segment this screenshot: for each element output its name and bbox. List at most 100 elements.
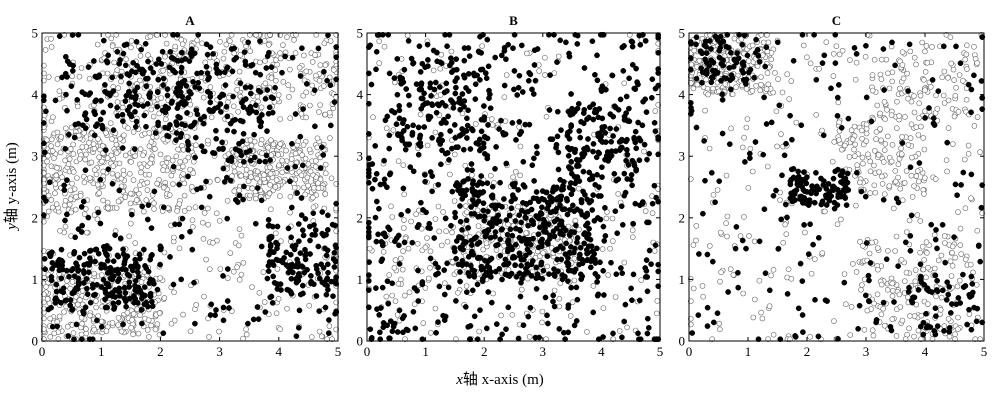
open-point [848, 333, 853, 338]
open-point [606, 273, 611, 278]
open-point [268, 207, 273, 212]
open-point [323, 63, 328, 68]
panel-title-A: A [185, 13, 195, 28]
filled-point [624, 94, 629, 99]
open-point [946, 126, 951, 131]
filled-point [115, 49, 120, 54]
filled-point [501, 262, 506, 267]
filled-point [108, 91, 113, 96]
filled-point [308, 251, 313, 256]
open-point [831, 319, 836, 324]
open-point [771, 267, 776, 272]
open-point [449, 49, 454, 54]
filled-point [131, 60, 136, 65]
open-point [958, 243, 963, 248]
filled-point [512, 181, 517, 186]
filled-point [228, 178, 233, 183]
open-point [914, 62, 919, 67]
open-point [725, 234, 730, 239]
open-point [116, 323, 121, 328]
open-point [395, 313, 400, 318]
filled-point [704, 44, 709, 49]
filled-point [528, 200, 533, 205]
filled-point [454, 57, 459, 62]
filled-point [81, 268, 86, 273]
filled-point [593, 182, 598, 187]
filled-point [529, 273, 534, 278]
filled-point [615, 231, 620, 236]
open-point [178, 159, 183, 164]
open-point [112, 60, 117, 65]
filled-point [591, 141, 596, 146]
open-point [890, 142, 895, 147]
open-point [214, 211, 219, 216]
filled-point [320, 209, 325, 214]
open-point [601, 306, 606, 311]
y-tick-label: 5 [357, 26, 364, 41]
filled-point [49, 305, 54, 310]
filled-point [647, 151, 652, 156]
filled-point [143, 124, 148, 129]
open-point [747, 233, 752, 238]
filled-point [63, 146, 68, 151]
open-point [852, 147, 857, 152]
filled-point [513, 263, 518, 268]
open-point [262, 300, 267, 305]
open-point [852, 154, 857, 159]
filled-point [532, 48, 537, 53]
open-point [724, 173, 729, 178]
open-point [860, 136, 865, 141]
open-point [925, 302, 930, 307]
filled-point [386, 301, 391, 306]
open-point [504, 73, 509, 78]
filled-point [497, 126, 502, 131]
open-point [750, 43, 755, 48]
filled-point [223, 83, 228, 88]
filled-point [369, 335, 374, 340]
open-point [964, 97, 969, 102]
open-point [913, 279, 918, 284]
filled-point [110, 75, 115, 80]
filled-point [101, 244, 106, 249]
filled-point [325, 262, 330, 267]
filled-point [584, 247, 589, 252]
filled-point [402, 67, 407, 72]
filled-point [407, 102, 412, 107]
filled-point [638, 138, 643, 143]
filled-point [387, 146, 392, 151]
open-point [978, 150, 983, 155]
filled-point [650, 77, 655, 82]
open-point [278, 142, 283, 147]
filled-point [314, 293, 319, 298]
filled-point [273, 85, 278, 90]
open-point [915, 213, 920, 218]
open-point [237, 277, 242, 282]
open-point [455, 290, 460, 295]
filled-point [649, 262, 654, 267]
open-point [935, 106, 940, 111]
filled-point [635, 331, 640, 336]
filled-point [255, 185, 260, 190]
open-point [847, 154, 852, 159]
filled-point [174, 130, 179, 135]
open-point [136, 331, 141, 336]
filled-point [71, 63, 76, 68]
open-point [145, 327, 150, 332]
filled-point [582, 65, 587, 70]
open-point [146, 334, 151, 339]
open-point [933, 177, 938, 182]
open-point [885, 134, 890, 139]
open-point [51, 156, 56, 161]
filled-point [704, 51, 709, 56]
filled-point [510, 120, 515, 125]
filled-point [163, 125, 168, 130]
open-point [875, 246, 880, 251]
filled-point [574, 285, 579, 290]
open-point [328, 39, 333, 44]
filled-point [387, 172, 392, 177]
filled-point [533, 78, 538, 83]
filled-point [622, 171, 627, 176]
filled-point [442, 292, 447, 297]
filled-point [575, 297, 580, 302]
filled-point [378, 182, 383, 187]
